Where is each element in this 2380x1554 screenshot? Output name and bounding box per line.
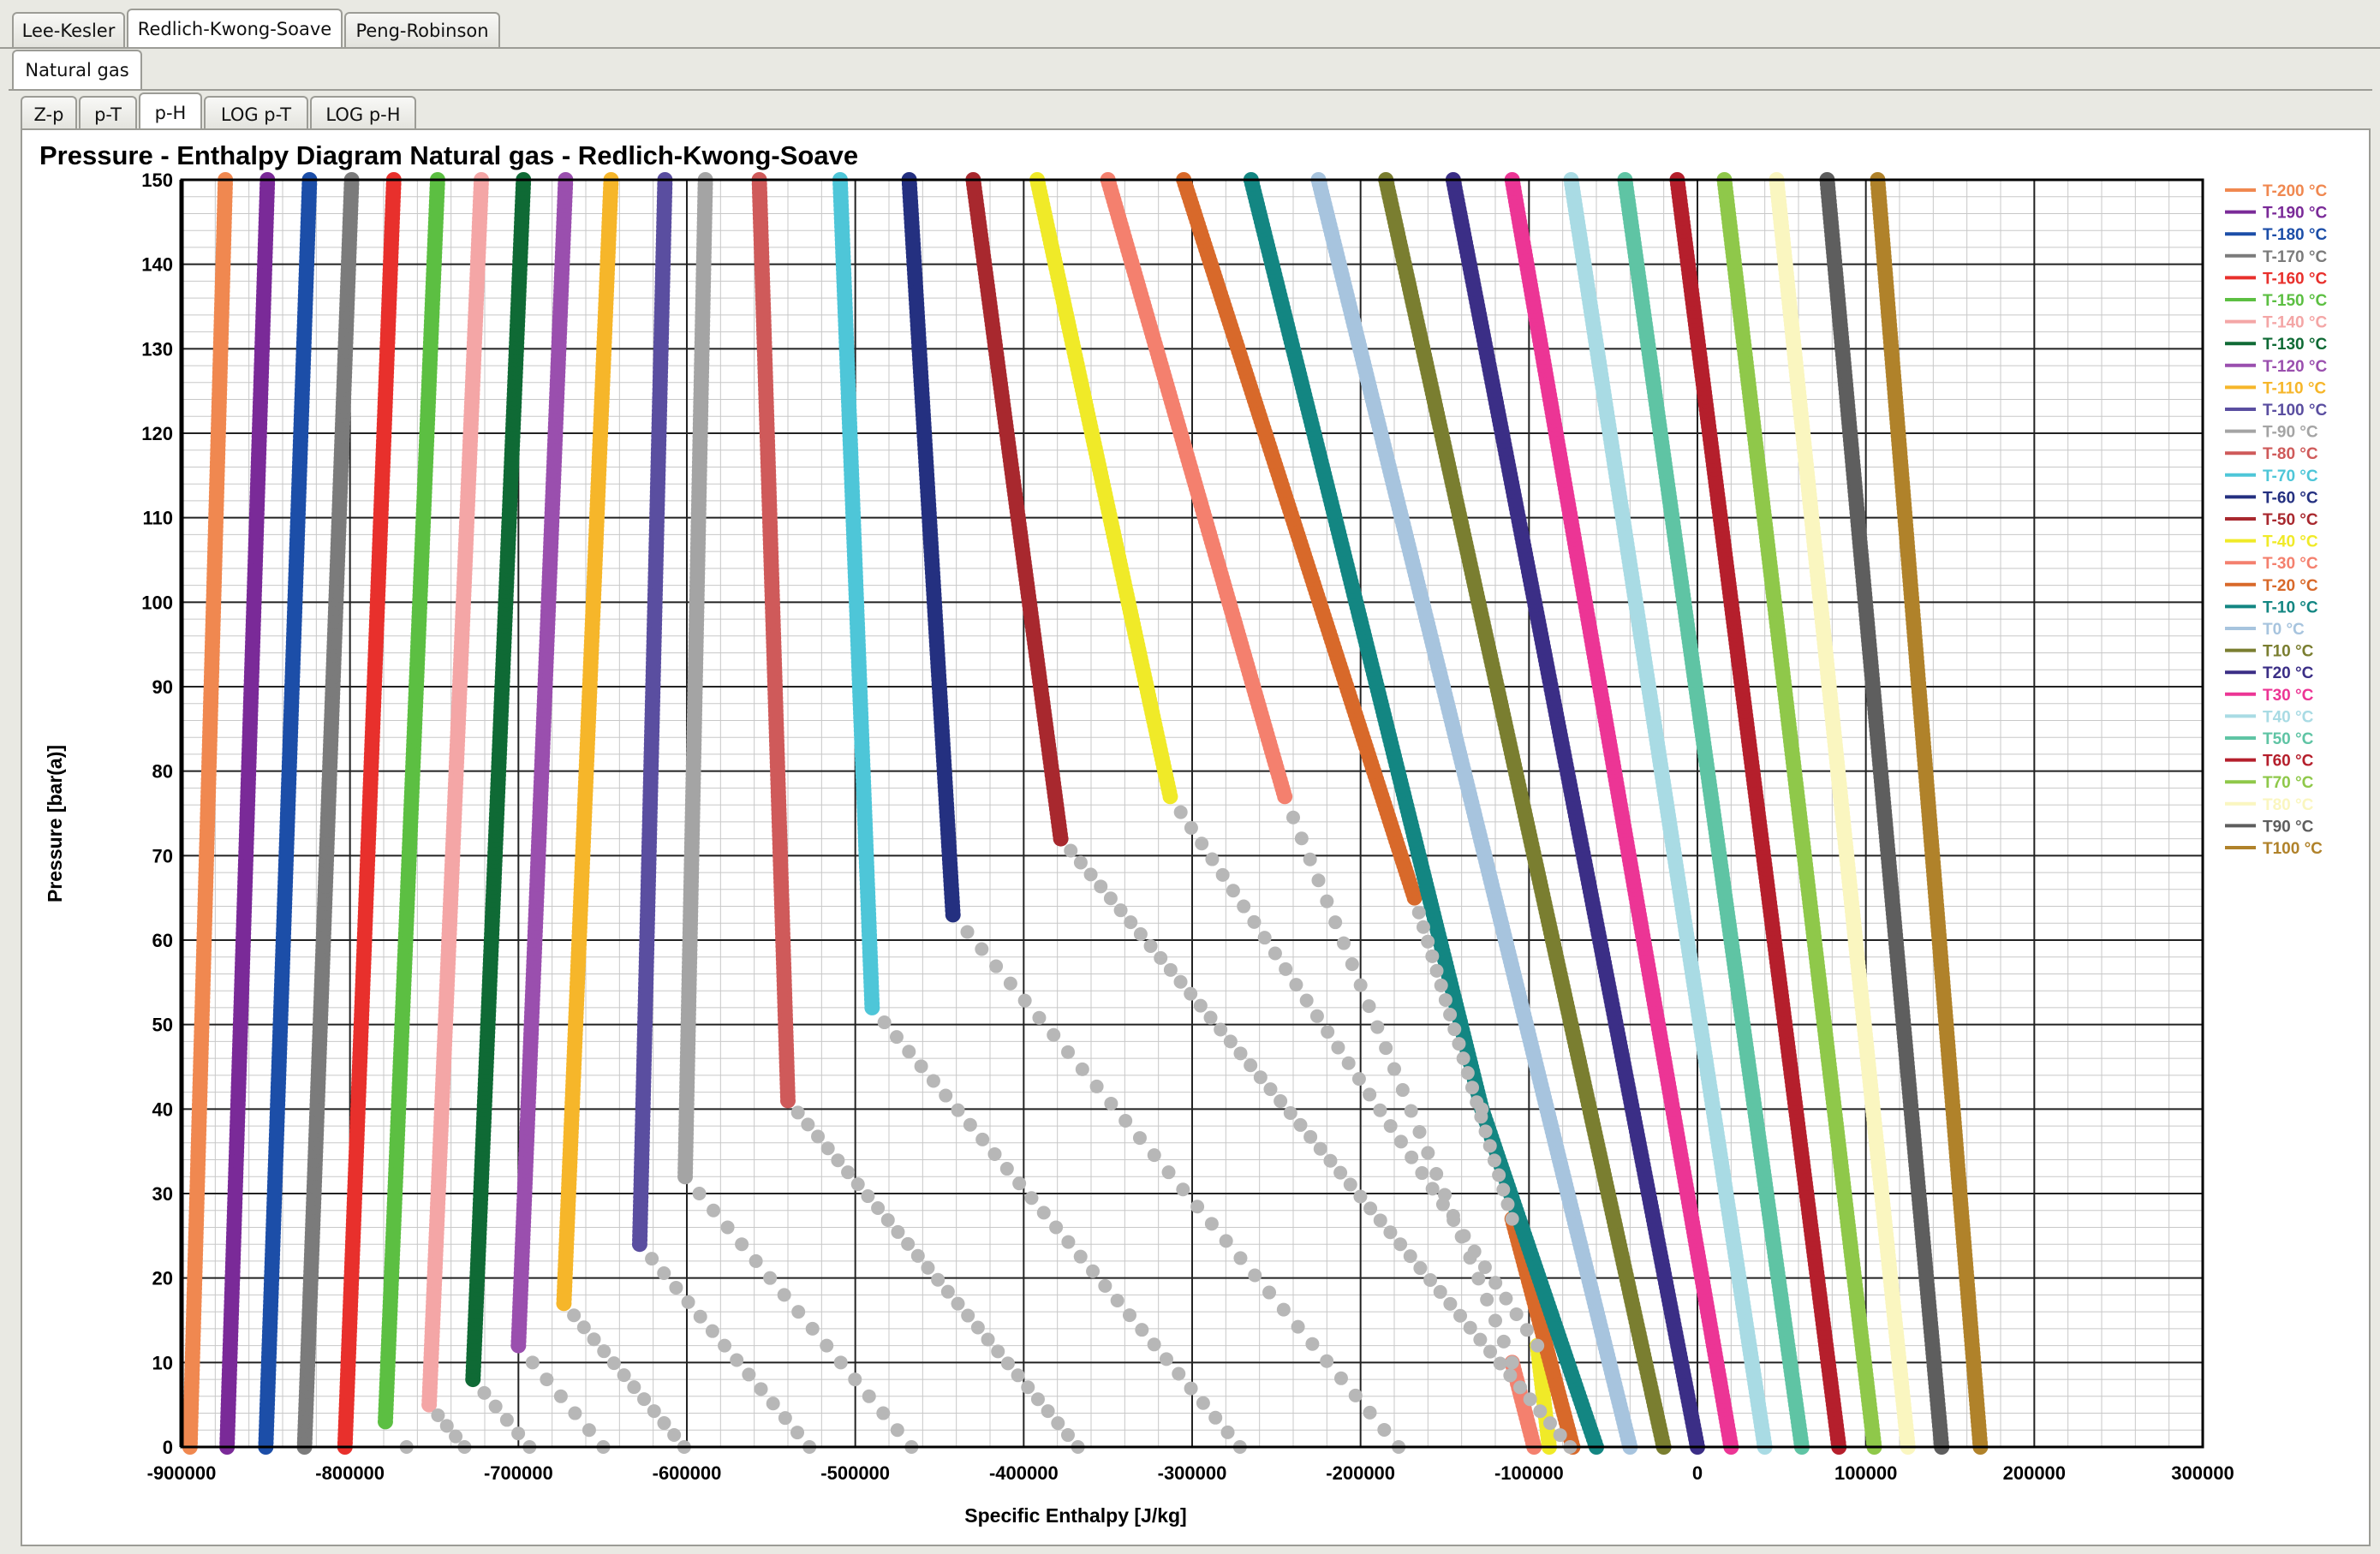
pressure-enthalpy-chart: 0102030405060708090100110120130140150-90… [39, 140, 2327, 1527]
tab-z-p[interactable]: Z-p [21, 96, 77, 132]
tab-redlich-kwong-soave[interactable]: Redlich-Kwong-Soave [127, 9, 343, 48]
tab-peng-robinson[interactable]: Peng-Robinson [344, 12, 500, 48]
eos-tab-panel-border [0, 47, 2380, 49]
chart-panel: 0 10 20 30 40 50 60 70 80 90 100 110 120 130 140 150 -90… [21, 128, 2371, 1546]
tab-log-p-h[interactable]: LOG p-H [310, 96, 416, 132]
fluid-tab-panel-border [9, 89, 2372, 91]
tab-lee-kesler[interactable]: Lee-Kesler [12, 12, 125, 48]
tab-p-t[interactable]: p-T [79, 96, 137, 132]
tab-natural-gas[interactable]: Natural gas [12, 50, 142, 89]
data-points [182, 172, 1989, 1455]
tab-log-p-t[interactable]: LOG p-T [204, 96, 308, 132]
tab-p-h[interactable]: p-H [139, 92, 202, 132]
